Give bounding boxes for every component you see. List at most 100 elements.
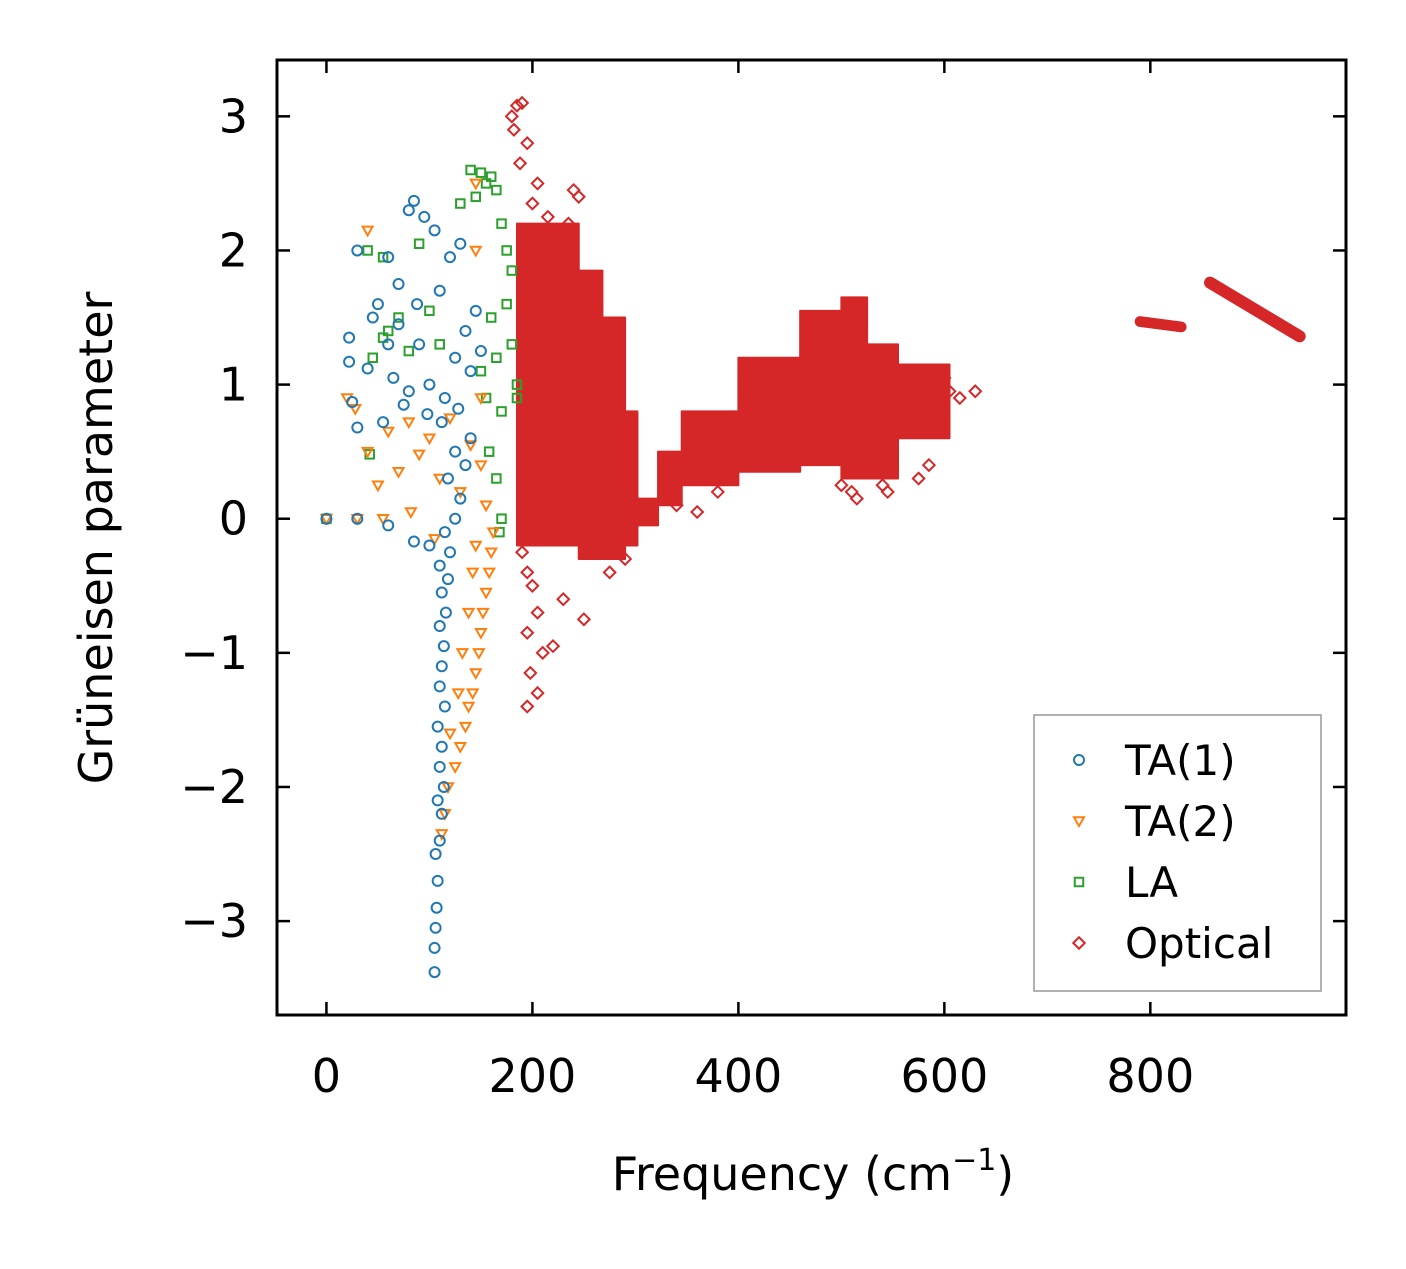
optical-band-9	[840, 296, 869, 480]
point-ta1-44	[382, 251, 395, 264]
point-optical-22	[556, 592, 571, 607]
point-optical-42	[710, 484, 725, 500]
point-la-1	[362, 245, 373, 256]
y-axis-label: Grüneisen parameter	[69, 291, 123, 784]
point-ta2-19	[484, 547, 498, 560]
point-ta2-15	[474, 627, 488, 640]
point-optical-0	[504, 109, 519, 124]
point-ta2-12	[465, 688, 480, 701]
point-ta1-67	[392, 277, 405, 290]
point-ta2-10	[458, 721, 473, 734]
point-ta2-13	[469, 668, 483, 680]
point-optical-11	[561, 216, 576, 231]
point-optical-30	[844, 484, 859, 500]
optical-band-4	[636, 497, 660, 527]
point-la-31	[496, 513, 507, 524]
point-ta1-61	[469, 304, 482, 317]
legend-markers	[1071, 754, 1087, 951]
point-ta2-44	[474, 393, 488, 406]
point-la-26	[496, 406, 507, 417]
point-la-14	[470, 191, 482, 203]
point-ta1-21	[437, 640, 450, 653]
axis-ticks	[277, 60, 1346, 1015]
point-la-13	[465, 164, 476, 176]
point-optical-20	[520, 699, 535, 714]
point-ta1-53	[428, 224, 441, 237]
point-optical-35	[916, 377, 931, 392]
x-axis-label: Frequency (cm−1)	[612, 1143, 1015, 1201]
point-la-12	[455, 198, 466, 209]
point-ta2-26	[469, 540, 483, 553]
y-tick-label: −1	[180, 626, 248, 680]
point-optical-19	[530, 685, 545, 701]
point-ta1-65	[452, 402, 465, 415]
point-optical-3	[506, 122, 522, 137]
point-ta1-68	[382, 338, 395, 351]
point-ta1-48	[402, 204, 415, 217]
point-ta1-62	[474, 345, 487, 358]
point-optical-36	[937, 370, 952, 386]
optical-band-5	[657, 450, 683, 507]
point-ta1-41	[366, 311, 379, 324]
x-tick-label: 400	[694, 1049, 782, 1103]
optical-band-0	[515, 222, 580, 547]
legend-marker-2	[1073, 876, 1085, 888]
axis-tick-labels: 0 200 400 600 800 −3 −2 −1 0 1 2 3	[180, 89, 1194, 1103]
point-ta1-60	[464, 365, 477, 378]
point-ta1-33	[449, 445, 462, 458]
point-ta2-37	[443, 413, 457, 426]
optical-line-0	[1134, 316, 1187, 333]
point-la-11	[434, 339, 445, 350]
point-ta1-64	[435, 416, 448, 429]
point-optical-37	[942, 384, 957, 399]
point-ta2-41	[469, 178, 483, 191]
point-ta2-40	[474, 460, 488, 473]
point-ta2-29	[360, 446, 375, 459]
point-la-2	[377, 251, 389, 263]
point-ta1-38	[351, 421, 364, 434]
point-ta1-69	[411, 298, 424, 311]
point-optical-5	[512, 156, 528, 171]
point-ta1-0	[320, 512, 333, 525]
point-ta1-66	[402, 385, 415, 398]
point-ta1-8	[430, 901, 443, 914]
point-ta2-22	[451, 688, 465, 701]
point-ta1-55	[438, 392, 451, 405]
point-la-30	[491, 473, 502, 484]
point-la-19	[496, 218, 507, 229]
optical-line-1	[1204, 276, 1306, 343]
point-ta1-36	[343, 355, 356, 368]
point-ta1-32	[459, 459, 472, 472]
legend-label-la: LA	[1125, 858, 1178, 907]
point-optical-18	[523, 665, 538, 681]
point-ta2-5	[435, 829, 449, 841]
optical-band-layer	[515, 222, 1306, 560]
point-ta1-7	[429, 921, 442, 934]
point-ta2-17	[479, 587, 493, 600]
point-ta2-21	[443, 728, 457, 741]
point-optical-15	[530, 605, 545, 620]
legend-marker-3	[1071, 935, 1087, 951]
point-ta1-45	[387, 371, 400, 384]
point-optical-33	[880, 484, 895, 500]
scatter-layer	[319, 95, 983, 979]
point-ta2-11	[461, 701, 476, 714]
x-tick-label: 200	[489, 1049, 577, 1103]
point-ta1-28	[438, 526, 451, 539]
point-ta1-19	[433, 680, 446, 693]
point-optical-28	[746, 357, 761, 372]
y-tick-label: −3	[180, 894, 248, 948]
optical-band-3	[624, 410, 639, 547]
point-ta1-11	[433, 834, 446, 847]
y-tick-label: 2	[219, 223, 248, 277]
point-optical-12	[514, 545, 530, 560]
point-ta1-30	[454, 492, 467, 505]
point-ta1-26	[433, 559, 446, 572]
point-la-28	[506, 339, 518, 350]
point-ta1-6	[428, 941, 441, 954]
optical-band-8	[799, 309, 843, 467]
point-la-18	[491, 184, 502, 196]
point-optical-21	[545, 638, 561, 654]
